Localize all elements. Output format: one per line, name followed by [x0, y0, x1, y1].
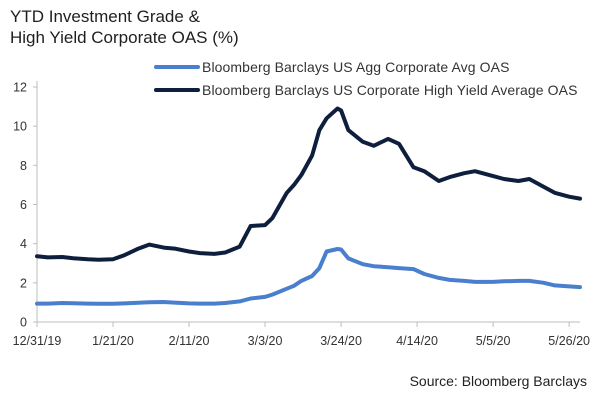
- legend-item-ig: Bloomberg Barclays US Agg Corporate Avg …: [154, 57, 594, 77]
- chart-title-line-1: YTD Investment Grade &: [10, 7, 200, 26]
- series-line-hy: [35, 106, 582, 262]
- legend-swatch-hy: [154, 88, 200, 92]
- y-tick-label: 12: [13, 81, 27, 95]
- legend-label-hy: Bloomberg Barclays US Corporate High Yie…: [202, 82, 578, 98]
- x-tick-label: 2/11/20: [169, 334, 210, 348]
- x-tick-label: 4/14/20: [396, 334, 438, 348]
- chart-title-line-2: High Yield Corporate OAS (%): [10, 28, 239, 47]
- y-tick-label: 6: [20, 198, 27, 212]
- x-tick-label: 3/24/20: [320, 334, 362, 348]
- x-tick-label: 3/3/20: [248, 334, 283, 348]
- y-tick-label: 4: [20, 237, 27, 251]
- y-tick-label: 2: [20, 276, 27, 290]
- legend-swatch-ig: [154, 65, 200, 69]
- y-tick-label: 0: [20, 316, 27, 330]
- x-tick-label: 1/21/20: [92, 334, 134, 348]
- x-tick-label: 5/26/20: [548, 334, 590, 348]
- y-tick-label: 10: [13, 120, 27, 134]
- series-line-ig: [35, 247, 582, 306]
- source-note: Source: Bloomberg Barclays: [409, 373, 587, 389]
- legend-item-hy: Bloomberg Barclays US Corporate High Yie…: [154, 80, 594, 100]
- legend: Bloomberg Barclays US Agg Corporate Avg …: [154, 57, 594, 103]
- y-tick-label: 8: [20, 159, 27, 173]
- legend-label-ig: Bloomberg Barclays US Agg Corporate Avg …: [202, 59, 510, 75]
- x-tick-label: 12/31/19: [13, 334, 62, 348]
- chart-title: YTD Investment Grade & High Yield Corpor…: [10, 6, 270, 48]
- x-tick-label: 5/5/20: [476, 334, 511, 348]
